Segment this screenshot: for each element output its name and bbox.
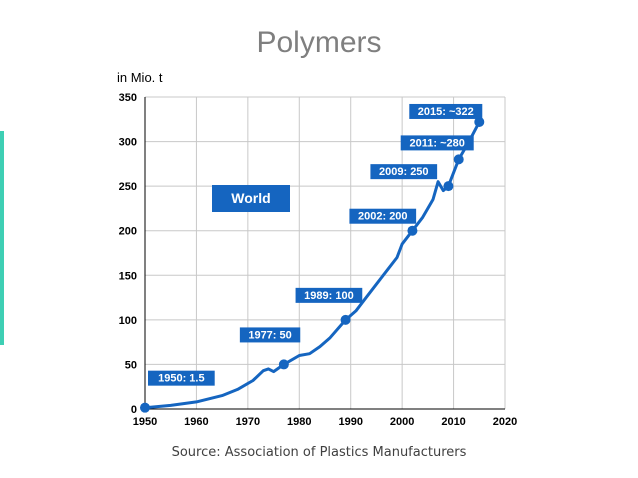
x-tick-label: 1970 <box>236 416 260 428</box>
region-label: World <box>231 190 270 206</box>
data-label-box <box>148 370 215 386</box>
data-label-box <box>409 103 483 119</box>
data-label-box <box>400 135 474 151</box>
y-axis-unit-label: in Mio. t <box>117 70 163 85</box>
x-tick-label: 1950 <box>133 416 157 428</box>
production-line <box>143 120 481 410</box>
y-tick-label: 300 <box>119 137 137 149</box>
data-label-box <box>370 164 438 180</box>
data-label: 1977: 50 <box>248 329 291 341</box>
y-tick-label: 0 <box>131 404 137 416</box>
x-tick-label: 1980 <box>287 416 311 428</box>
x-tick-label: 2010 <box>441 416 465 428</box>
data-point-marker <box>443 181 454 192</box>
x-tick-label: 2020 <box>493 416 517 428</box>
x-tick-label: 2000 <box>390 416 414 428</box>
data-point-marker <box>278 359 289 370</box>
data-point-marker <box>474 116 485 127</box>
data-label: 1989: 100 <box>304 290 354 302</box>
y-tick-label: 250 <box>119 181 137 193</box>
data-point-marker <box>340 314 351 325</box>
data-label-box <box>349 208 417 224</box>
source-caption: Source: Association of Plastics Manufact… <box>171 445 467 460</box>
data-label-box <box>239 327 301 343</box>
data-label: 2002: 200 <box>358 211 408 223</box>
data-label: 1950: 1.5 <box>158 373 204 385</box>
data-label: 2015: ~322 <box>418 106 474 118</box>
data-label-box <box>295 287 363 303</box>
data-label: 2011: ~280 <box>410 137 465 149</box>
data-point-marker <box>453 154 464 165</box>
y-tick-label: 200 <box>119 226 137 238</box>
y-tick-label: 150 <box>119 270 137 282</box>
accent-bar <box>0 131 4 345</box>
y-tick-label: 50 <box>125 359 137 371</box>
region-label-box <box>212 185 290 212</box>
y-tick-label: 350 <box>119 92 137 104</box>
x-tick-label: 1960 <box>184 416 208 428</box>
data-point-marker <box>140 402 150 413</box>
slide-title: Polymers <box>256 26 382 59</box>
data-point-marker <box>407 225 418 236</box>
y-tick-label: 100 <box>119 315 137 327</box>
data-label: 2009: 250 <box>379 166 429 178</box>
x-tick-label: 1990 <box>338 416 362 428</box>
